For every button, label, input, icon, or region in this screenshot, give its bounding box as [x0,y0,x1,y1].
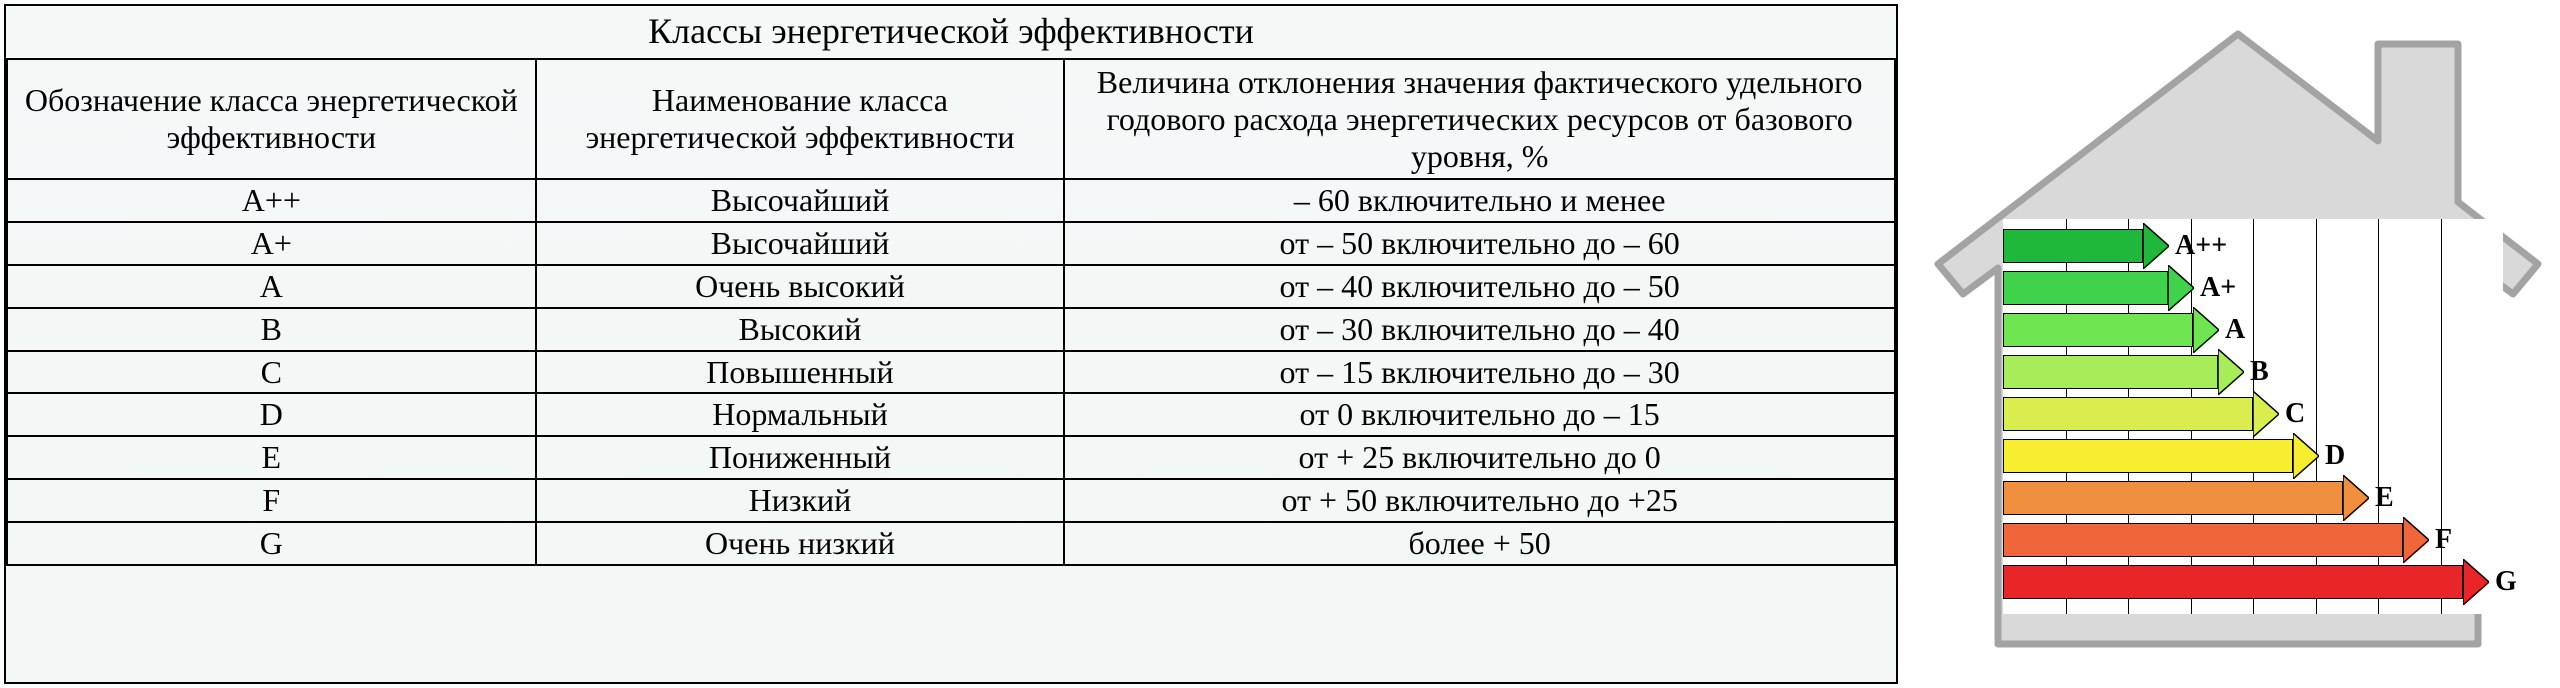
table-header-row: Обозначение класса энергетической эффект… [7,59,1895,179]
table-row: GОчень низкийболее + 50 [7,522,1895,565]
table-cell: Очень высокий [536,265,1065,308]
table-cell: Очень низкий [536,522,1065,565]
energy-arrow-bar [2003,397,2253,431]
energy-arrow-head-icon [2168,265,2194,311]
energy-arrow-bar [2003,523,2403,557]
table-cell: Пониженный [536,436,1065,479]
col-header: Наименование класса энергетической эффек… [536,59,1065,179]
table-cell: Высочайший [536,179,1065,222]
table-cell: от – 15 включительно до – 30 [1064,351,1895,394]
col-header: Обозначение класса энергетической эффект… [7,59,536,179]
energy-arrow-head-icon [2343,475,2369,521]
energy-arrow-bar [2003,565,2463,599]
table-row: CПовышенныйот – 15 включительно до – 30 [7,351,1895,394]
energy-arrow-label: A++ [2175,229,2227,263]
table-cell: A [7,265,536,308]
table-row: AОчень высокийот – 40 включительно до – … [7,265,1895,308]
energy-arrow-row: F [2003,523,2503,557]
table-cell: B [7,308,536,351]
energy-arrow-bar [2003,481,2343,515]
energy-arrow-head-icon [2218,349,2244,395]
energy-arrow-head-icon [2193,307,2219,353]
energy-arrow-head-icon [2403,517,2429,563]
energy-arrow-head-icon [2293,433,2319,479]
table-cell: F [7,479,536,522]
table-cell: – 60 включительно и менее [1064,179,1895,222]
table-row: FНизкийот + 50 включительно до +25 [7,479,1895,522]
energy-arrow-bar [2003,313,2193,347]
energy-arrow-label: D [2325,439,2345,473]
table-cell: A+ [7,222,536,265]
energy-arrow-label: A [2225,313,2245,347]
table-cell: G [7,522,536,565]
table-cell: Высокий [536,308,1065,351]
table: Обозначение класса энергетической эффект… [6,58,1896,566]
table-cell: от – 50 включительно до – 60 [1064,222,1895,265]
energy-arrow-label: A+ [2200,271,2236,305]
energy-arrow-row: A++ [2003,229,2503,263]
table-cell: C [7,351,536,394]
table-row: A++Высочайший– 60 включительно и менее [7,179,1895,222]
energy-arrow-bar [2003,355,2218,389]
table-cell: от – 30 включительно до – 40 [1064,308,1895,351]
energy-chart-area: A++ A+ ABCDE FG [2003,219,2503,614]
table-cell: от – 40 включительно до – 50 [1064,265,1895,308]
col-header: Величина отклонения значения фактическог… [1064,59,1895,179]
energy-arrow-row: E [2003,481,2503,515]
table-cell: A++ [7,179,536,222]
energy-arrow-head-icon [2143,223,2169,269]
energy-arrow-row: A [2003,313,2503,347]
energy-arrow-row: B [2003,355,2503,389]
table-cell: Низкий [536,479,1065,522]
table-cell: E [7,436,536,479]
energy-arrow-head-icon [2253,391,2279,437]
energy-arrow-bar [2003,439,2293,473]
energy-arrow-head-icon [2463,559,2489,605]
table-cell: Нормальный [536,393,1065,436]
energy-arrow-label: B [2250,355,2269,389]
table-cell: Высочайший [536,222,1065,265]
energy-arrow-label: F [2435,523,2452,557]
table-cell: D [7,393,536,436]
energy-arrow-label: C [2285,397,2305,431]
energy-arrows: A++ A+ ABCDE FG [2003,229,2503,607]
energy-arrow-row: G [2003,565,2503,599]
table-cell: от + 50 включительно до +25 [1064,479,1895,522]
energy-arrow-row: D [2003,439,2503,473]
energy-arrow-bar [2003,271,2168,305]
energy-arrow-row: C [2003,397,2503,431]
table-row: A+Высочайшийот – 50 включительно до – 60 [7,222,1895,265]
table-row: DНормальныйот 0 включительно до – 15 [7,393,1895,436]
table-row: BВысокийот – 30 включительно до – 40 [7,308,1895,351]
energy-class-table: Классы энергетической эффективности Обоз… [4,4,1898,684]
table-title: Классы энергетической эффективности [6,6,1896,58]
house-energy-chart: A++A+ABCDEFG [1918,4,2556,684]
table-cell: от + 25 включительно до 0 [1064,436,1895,479]
table-row: EПониженныйот + 25 включительно до 0 [7,436,1895,479]
table-cell: от 0 включительно до – 15 [1064,393,1895,436]
energy-arrow-label: G [2495,565,2517,599]
table-cell: более + 50 [1064,522,1895,565]
energy-arrow-row: A+ [2003,271,2503,305]
energy-arrow-bar [2003,229,2143,263]
energy-arrow-label: E [2375,481,2394,515]
table-cell: Повышенный [536,351,1065,394]
